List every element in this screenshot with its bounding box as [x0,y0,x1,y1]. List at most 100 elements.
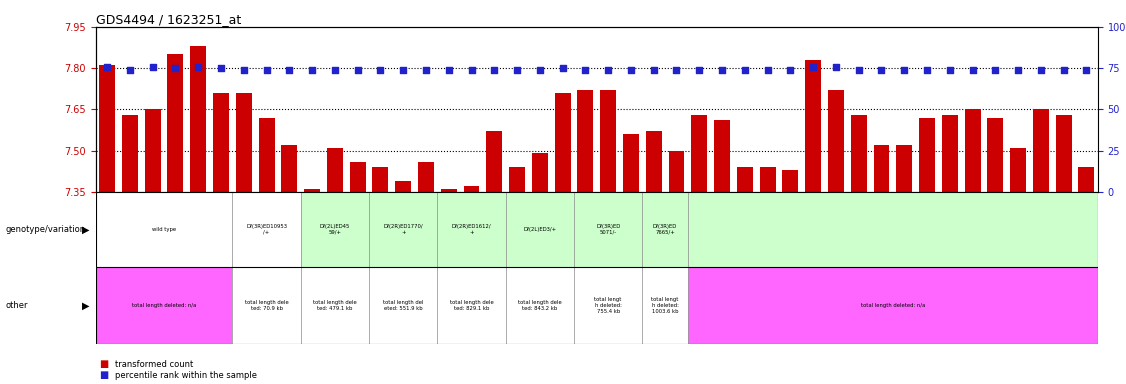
Text: GSM848352: GSM848352 [1016,196,1020,232]
Bar [96,192,232,267]
Point [735,67,753,73]
Point [577,67,595,73]
Text: ▶: ▶ [82,224,90,235]
Point [372,67,390,73]
Point [349,67,367,73]
Text: ■: ■ [99,370,108,380]
Text: GSM848338: GSM848338 [401,196,405,232]
Text: GSM848339: GSM848339 [470,196,474,232]
Bar [828,90,843,192]
Bar [96,267,232,344]
Text: GSM848359: GSM848359 [287,196,292,232]
Point [873,67,891,73]
Text: GSM848341: GSM848341 [856,196,861,232]
Text: GSM848356: GSM848356 [993,196,998,232]
Point [508,67,526,73]
Text: GSM848345: GSM848345 [628,196,634,232]
Bar [805,60,821,192]
Text: GSM848348: GSM848348 [947,196,953,232]
Text: total length del
eted: 551.9 kb: total length del eted: 551.9 kb [383,300,423,311]
Text: GSM848349: GSM848349 [924,196,930,232]
Text: GSM848354: GSM848354 [1061,196,1066,232]
Bar [301,192,369,267]
Text: GSM848353: GSM848353 [1084,196,1089,232]
Text: Df(3R)ED10953
/+: Df(3R)ED10953 /+ [245,224,287,235]
Bar [168,55,184,192]
Bar [232,267,301,344]
Text: GSM848319: GSM848319 [105,196,109,232]
Bar [691,115,707,192]
Point [986,67,1004,73]
Text: total length deleted: n/a: total length deleted: n/a [860,303,924,308]
Point [895,67,913,73]
Text: GSM848344: GSM848344 [583,196,588,232]
Text: ▶: ▶ [82,300,90,310]
Text: GSM848334: GSM848334 [332,196,338,232]
Bar [437,267,506,344]
Point [645,67,663,73]
Bar [350,162,366,192]
Bar [531,154,548,192]
Bar [642,192,688,267]
Bar [1010,148,1026,192]
Point [804,63,822,70]
Point [554,65,572,71]
Bar [395,181,411,192]
Bar [369,267,437,344]
Point [417,67,435,73]
Point [189,63,207,70]
Point [826,63,844,70]
Bar [301,267,369,344]
Point [759,67,777,73]
Bar [190,46,206,192]
Text: total length deleted: n/a: total length deleted: n/a [132,303,196,308]
Bar [896,145,912,192]
Point [1009,67,1027,73]
Text: GSM848323: GSM848323 [196,196,200,232]
Text: percentile rank within the sample: percentile rank within the sample [115,371,257,380]
Text: GSM848335: GSM848335 [697,196,701,232]
Point [713,67,731,73]
Text: GSM848355: GSM848355 [1038,196,1044,232]
Text: GSM848330: GSM848330 [742,196,748,232]
Text: transformed count: transformed count [115,360,193,369]
Bar [555,93,571,192]
Text: Df(2R)ED1770/
+: Df(2R)ED1770/ + [383,224,423,235]
Bar [235,93,252,192]
Bar [783,170,798,192]
Bar [714,121,730,192]
Bar [99,65,115,192]
Text: wild type: wild type [152,227,176,232]
Text: GSM848362: GSM848362 [560,196,565,232]
Text: GSM848326: GSM848326 [310,196,314,232]
Point [918,67,936,73]
Text: GSM848361: GSM848361 [492,196,497,232]
Point [234,67,252,73]
Point [98,63,116,70]
Bar [578,90,593,192]
Bar [486,131,502,192]
Point [485,67,503,73]
Bar [760,167,776,192]
Bar [464,187,480,192]
Text: Df(3R)ED
5071/-: Df(3R)ED 5071/- [596,224,620,235]
Text: GSM848343: GSM848343 [788,196,793,232]
Text: GSM848324: GSM848324 [218,196,223,232]
Text: total length dele
ted: 843.2 kb: total length dele ted: 843.2 kb [518,300,562,311]
Point [781,67,799,73]
Bar [259,118,275,192]
Point [120,67,138,73]
Point [1078,67,1096,73]
Bar [1056,115,1072,192]
Text: GSM848357: GSM848357 [651,196,656,232]
Point [964,67,982,73]
Bar [919,118,935,192]
Point [280,67,298,73]
Text: GSM848337: GSM848337 [765,196,770,232]
Text: GDS4494 / 1623251_at: GDS4494 / 1623251_at [96,13,241,26]
Bar [600,90,616,192]
Point [394,67,412,73]
Point [144,63,162,70]
Text: GSM848327: GSM848327 [378,196,383,232]
Bar [418,162,434,192]
